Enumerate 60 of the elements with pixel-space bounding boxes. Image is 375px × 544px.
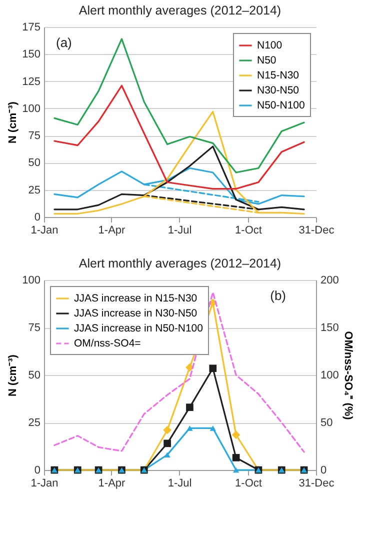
- x-tick-label: 31-Dec: [298, 478, 335, 490]
- y2-tick-label: 50: [320, 417, 333, 429]
- legend-label: N50-N100: [257, 100, 306, 112]
- y-tick-label: 0: [34, 464, 40, 476]
- y-axis-title: N (cm⁻³): [7, 101, 20, 144]
- y-tick-label: 125: [22, 76, 40, 88]
- x-tick-label: 1-Apr: [98, 478, 126, 490]
- point: [209, 364, 217, 372]
- point: [186, 404, 194, 411]
- x-tick-label: 1-Apr: [98, 224, 126, 236]
- y-tick-label: 50: [28, 370, 40, 382]
- y-tick-label: 75: [28, 130, 40, 142]
- line-series: [54, 110, 305, 215]
- x-tick-label: 31-Dec: [298, 224, 335, 236]
- legend-label: N100: [257, 40, 282, 52]
- y-axis-title: N (cm⁻³): [7, 354, 20, 396]
- line-series: [54, 38, 305, 174]
- line-series: [54, 292, 305, 453]
- legend-label: JJAS increase in N50-N100: [74, 322, 204, 334]
- y-tick-label: 25: [28, 184, 40, 196]
- point: [186, 426, 193, 431]
- y2-tick-label: 200: [320, 274, 339, 286]
- point: [164, 440, 171, 448]
- y-tick-label: 150: [22, 48, 40, 61]
- point: [210, 426, 216, 431]
- y-tick-label: 100: [22, 102, 40, 115]
- point: [232, 467, 240, 473]
- point: [232, 430, 240, 440]
- legend-label: JJAS increase in N15-N30: [74, 292, 198, 304]
- y-tick-label: 175: [22, 22, 40, 34]
- y2-tick-label: 100: [320, 370, 339, 382]
- y-tick-label: 25: [28, 417, 40, 429]
- legend-label: N50: [257, 54, 276, 66]
- annotation: (a): [56, 35, 72, 50]
- annotation: (b): [270, 288, 286, 303]
- x-tick-label: 1-Oct: [235, 478, 262, 490]
- legend-label: N15-N30: [257, 70, 300, 82]
- point: [163, 426, 172, 434]
- y-tick-label: 100: [22, 274, 40, 286]
- y2-axis-title: OM/nss-SO₄⁼ (%): [342, 331, 354, 420]
- x-tick-label: 1-Jul: [168, 224, 192, 236]
- x-tick-label: 1-Oct: [235, 224, 262, 236]
- legend-label: OM/nss-SO4=: [74, 338, 141, 350]
- y2-tick-label: 150: [320, 322, 339, 334]
- line-series: [54, 167, 305, 205]
- line-series: [54, 84, 305, 190]
- x-tick-label: 1-Jan: [30, 224, 58, 236]
- x-tick-label: 1-Jan: [30, 478, 58, 490]
- y-tick-label: 75: [28, 322, 40, 334]
- chart-title: Alert monthly averages (2012–2014): [78, 256, 282, 270]
- line-series: [54, 146, 305, 210]
- y-tick-label: 0: [34, 212, 40, 224]
- y-tick-label: 50: [28, 157, 40, 170]
- point: [164, 452, 170, 458]
- chart-title: Alert monthly averages (2012–2014): [78, 4, 282, 18]
- legend-label: JJAS increase in N30-N50: [74, 308, 198, 320]
- legend-label: N30-N50: [257, 84, 300, 96]
- x-tick-label: 1-Jul: [168, 478, 192, 490]
- point: [232, 454, 240, 462]
- y2-tick-label: 0: [320, 464, 327, 476]
